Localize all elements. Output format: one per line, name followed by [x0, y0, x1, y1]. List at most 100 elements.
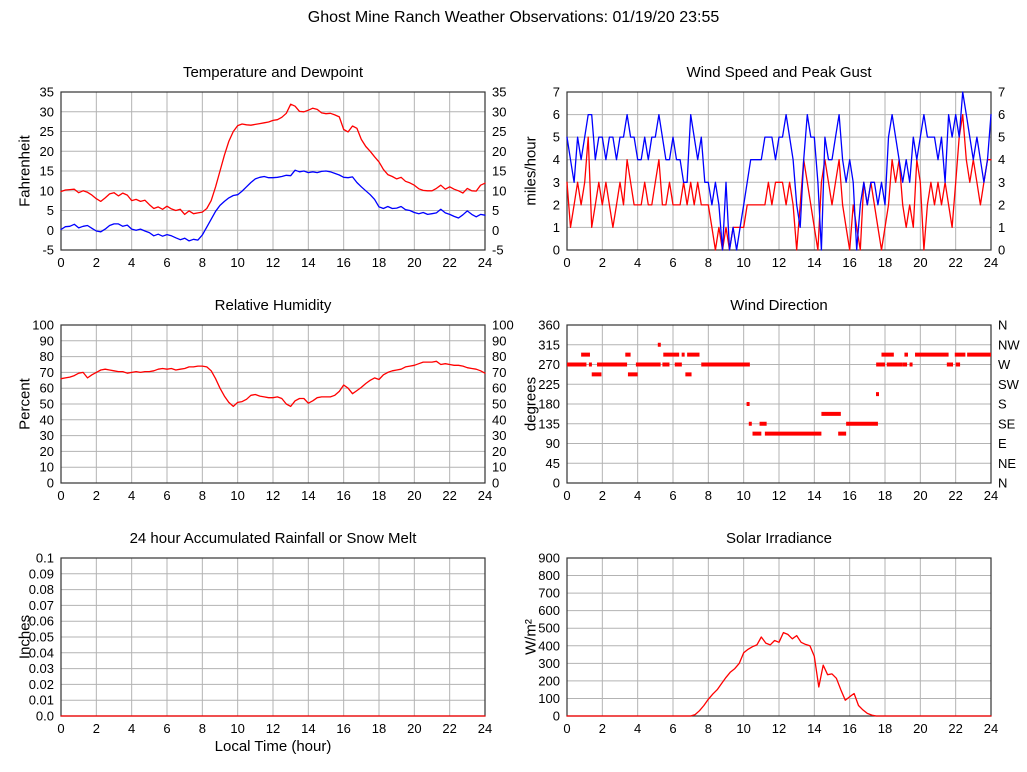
svg-text:24: 24 [478, 488, 492, 503]
svg-text:24: 24 [478, 721, 492, 736]
svg-text:18: 18 [372, 488, 386, 503]
svg-text:24: 24 [984, 255, 998, 270]
svg-text:20: 20 [40, 444, 54, 459]
svg-text:0.08: 0.08 [29, 582, 54, 597]
svg-text:15: 15 [40, 164, 54, 179]
svg-text:600: 600 [538, 603, 560, 618]
svg-text:E: E [998, 436, 1007, 451]
svg-text:300: 300 [538, 656, 560, 671]
svg-text:20: 20 [913, 255, 927, 270]
svg-text:90: 90 [40, 333, 54, 348]
svg-text:12: 12 [266, 488, 280, 503]
svg-text:4: 4 [634, 488, 641, 503]
svg-text:80: 80 [40, 349, 54, 364]
svg-text:4: 4 [634, 721, 641, 736]
wind-speed-gust-plot: 0 2 4 6 8 10 12 14 16 18 20 22 240 01 12 23 34 45 56 67 7 [553, 85, 1005, 271]
svg-text:80: 80 [492, 349, 506, 364]
svg-text:2: 2 [599, 488, 606, 503]
svg-text:12: 12 [266, 255, 280, 270]
svg-text:20: 20 [492, 144, 506, 159]
y-axis-unit-watts-per-square-meter: W/m² [522, 619, 540, 655]
svg-text:24: 24 [478, 255, 492, 270]
chart-title-temperature-dewpoint: Temperature and Dewpoint [182, 64, 364, 81]
svg-text:14: 14 [301, 721, 315, 736]
svg-text:2: 2 [93, 721, 100, 736]
svg-text:6: 6 [163, 488, 170, 503]
svg-text:4: 4 [553, 152, 560, 167]
svg-text:0: 0 [492, 223, 499, 238]
svg-text:4: 4 [634, 255, 641, 270]
svg-text:W: W [998, 357, 1011, 372]
svg-text:10: 10 [736, 255, 750, 270]
svg-text:8: 8 [705, 721, 712, 736]
svg-text:20: 20 [407, 721, 421, 736]
svg-text:0: 0 [563, 721, 570, 736]
svg-text:12: 12 [772, 488, 786, 503]
svg-text:20: 20 [913, 721, 927, 736]
svg-text:0.1: 0.1 [36, 551, 54, 566]
svg-text:700: 700 [538, 586, 560, 601]
svg-text:3: 3 [553, 175, 560, 190]
svg-text:360: 360 [538, 318, 560, 333]
svg-text:10: 10 [40, 183, 54, 198]
svg-text:12: 12 [266, 721, 280, 736]
svg-text:10: 10 [230, 255, 244, 270]
svg-text:16: 16 [336, 721, 350, 736]
svg-text:6: 6 [669, 255, 676, 270]
svg-text:100: 100 [538, 691, 560, 706]
svg-text:2: 2 [553, 197, 560, 212]
svg-text:20: 20 [40, 144, 54, 159]
svg-text:12: 12 [772, 255, 786, 270]
svg-text:NE: NE [998, 456, 1016, 471]
chart-title-solar-irradiance: Solar Irradiance [726, 530, 832, 547]
svg-text:225: 225 [538, 377, 560, 392]
svg-text:SE: SE [998, 416, 1016, 431]
svg-text:4: 4 [998, 152, 1005, 167]
svg-text:0.0: 0.0 [36, 709, 54, 724]
svg-text:0.09: 0.09 [29, 566, 54, 581]
svg-text:90: 90 [546, 436, 560, 451]
svg-text:0: 0 [47, 476, 54, 491]
svg-text:60: 60 [40, 381, 54, 396]
svg-text:12: 12 [772, 721, 786, 736]
svg-text:20: 20 [492, 444, 506, 459]
svg-text:5: 5 [492, 203, 499, 218]
svg-text:0: 0 [553, 243, 560, 258]
y-axis-unit-percent: Percent [16, 378, 34, 430]
svg-text:16: 16 [336, 488, 350, 503]
chart-title-relative-humidity: Relative Humidity [214, 297, 332, 314]
svg-text:0: 0 [563, 488, 570, 503]
svg-text:7: 7 [998, 85, 1005, 100]
svg-text:200: 200 [538, 673, 560, 688]
svg-text:18: 18 [372, 255, 386, 270]
svg-text:24: 24 [984, 488, 998, 503]
svg-text:500: 500 [538, 621, 560, 636]
svg-text:NW: NW [998, 337, 1020, 352]
svg-text:0: 0 [47, 223, 54, 238]
x-axis-label-local-time: Local Time (hour) [214, 738, 332, 755]
svg-text:40: 40 [40, 412, 54, 427]
svg-text:35: 35 [40, 85, 54, 100]
svg-text:70: 70 [40, 365, 54, 380]
svg-text:1: 1 [998, 220, 1005, 235]
svg-text:8: 8 [199, 255, 206, 270]
svg-text:0.02: 0.02 [29, 677, 54, 692]
svg-text:7: 7 [553, 85, 560, 100]
svg-text:2: 2 [599, 255, 606, 270]
y-axis-unit-miles-per-hour: miles/hour [522, 136, 540, 206]
svg-text:10: 10 [230, 488, 244, 503]
svg-text:2: 2 [998, 197, 1005, 212]
svg-text:60: 60 [492, 381, 506, 396]
svg-text:6: 6 [553, 107, 560, 122]
svg-text:6: 6 [998, 107, 1005, 122]
svg-text:N: N [998, 476, 1007, 491]
svg-text:135: 135 [538, 416, 560, 431]
svg-text:-5: -5 [42, 243, 54, 258]
chart-panel-relative-humidity: Relative Humidity Percent 0 2 4 6 8 10 12 14 16 1… [17, 297, 514, 503]
svg-text:1: 1 [553, 220, 560, 235]
svg-text:20: 20 [407, 255, 421, 270]
svg-text:0: 0 [492, 476, 499, 491]
svg-text:22: 22 [948, 255, 962, 270]
svg-text:8: 8 [705, 488, 712, 503]
